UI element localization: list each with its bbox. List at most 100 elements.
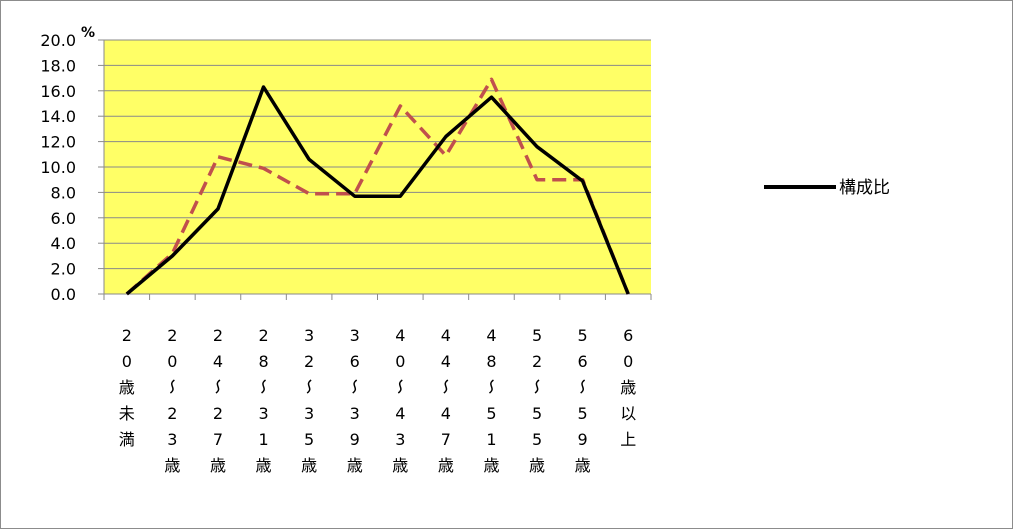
x-tick-char: 6 xyxy=(578,352,588,371)
x-tick-char: 4 xyxy=(213,352,223,371)
x-tick-char: 歳 xyxy=(347,456,363,475)
x-tick-char: 4 xyxy=(441,326,451,345)
x-axis-ticks: 20歳未満2023歳2427歳2831歳3235歳3639歳4043歳4447歳… xyxy=(103,294,652,475)
series-lines xyxy=(125,77,630,296)
x-tick-char: 3 xyxy=(395,430,405,449)
x-tick-char: 上 xyxy=(620,430,636,449)
x-tick-char: 8 xyxy=(258,352,268,371)
x-tick-char: 3 xyxy=(304,326,314,345)
wave-dash-glyph xyxy=(352,379,358,394)
x-tick-char: 歳 xyxy=(620,378,636,397)
legend-label-0: 構成比 xyxy=(839,178,890,198)
series-line-1 xyxy=(125,77,630,296)
wave-dash-glyph xyxy=(306,379,312,394)
x-tick-char: 3 xyxy=(350,326,360,345)
x-tick-char: 2 xyxy=(213,326,223,345)
x-tick-char: 1 xyxy=(258,430,268,449)
gridlines xyxy=(104,39,651,270)
x-tick-char: 歳 xyxy=(575,456,591,475)
y-tick-label: 4.0 xyxy=(51,234,76,253)
x-tick-char: 以 xyxy=(620,404,636,423)
x-tick-label: 6 0 歳以上 xyxy=(620,326,636,449)
x-tick-char: 3 xyxy=(167,430,177,449)
x-tick-char: 4 xyxy=(441,404,451,423)
x-tick-char: 0 xyxy=(395,352,405,371)
x-tick-char: 6 xyxy=(623,326,633,345)
x-tick-char: 5 xyxy=(304,430,314,449)
x-tick-char: 歳 xyxy=(164,456,180,475)
x-tick-char: 4 xyxy=(441,352,451,371)
x-tick-char: 0 xyxy=(623,352,633,371)
y-tick-label: 20.0 xyxy=(40,31,76,50)
wave-dash-glyph xyxy=(534,379,540,394)
x-tick-char: 5 xyxy=(532,326,542,345)
x-tick-char: 歳 xyxy=(256,456,272,475)
x-tick-char: 歳 xyxy=(438,456,454,475)
x-tick-char: 2 xyxy=(304,352,314,371)
wave-dash-glyph xyxy=(443,379,449,394)
x-tick-char: 2 xyxy=(122,326,132,345)
x-tick-label: 3 2 3 5 歳 xyxy=(301,326,317,475)
y-tick-label: 0.0 xyxy=(51,285,76,304)
x-tick-label: 2 8 3 1 歳 xyxy=(256,326,272,475)
x-tick-char: 5 xyxy=(486,404,496,423)
y-tick-label: 8.0 xyxy=(51,183,76,202)
y-axis-unit-label: % xyxy=(81,25,95,41)
x-tick-char: 8 xyxy=(486,352,496,371)
x-tick-char: 5 xyxy=(578,326,588,345)
x-tick-char: 1 xyxy=(486,430,496,449)
x-tick-char: 3 xyxy=(350,404,360,423)
x-tick-char: 未 xyxy=(119,404,135,423)
x-tick-char: 歳 xyxy=(301,456,317,475)
y-tick-label: 10.0 xyxy=(40,158,76,177)
x-tick-label: 3 6 3 9 歳 xyxy=(347,326,363,475)
wave-dash-glyph xyxy=(580,379,586,394)
x-tick-char: 2 xyxy=(532,352,542,371)
wave-dash-glyph xyxy=(169,379,175,394)
x-tick-char: 2 xyxy=(167,326,177,345)
wave-dash-glyph xyxy=(261,379,267,394)
x-tick-char: 歳 xyxy=(483,456,499,475)
x-tick-char: 0 xyxy=(167,352,177,371)
x-tick-char: 9 xyxy=(350,430,360,449)
y-tick-label: 18.0 xyxy=(40,56,76,75)
series-line-0 xyxy=(125,85,630,296)
x-tick-char: 2 xyxy=(213,404,223,423)
x-tick-char: 9 xyxy=(578,430,588,449)
x-tick-char: 3 xyxy=(304,404,314,423)
x-tick-char: 歳 xyxy=(119,378,135,397)
x-tick-char: 歳 xyxy=(210,456,226,475)
x-tick-label: 5 6 5 9 歳 xyxy=(575,326,591,475)
x-tick-char: 歳 xyxy=(529,456,545,475)
x-tick-char: 5 xyxy=(532,430,542,449)
x-tick-label: 2 0 歳未満 xyxy=(119,326,135,449)
x-tick-char: 2 xyxy=(258,326,268,345)
legend: 構成比 xyxy=(764,178,890,198)
y-axis-ticks: 0.0 2.0 4.0 6.0 8.0 10.0 12.0 14.0 16.0 18.0 20.0 xyxy=(40,31,104,304)
x-tick-char: 2 xyxy=(167,404,177,423)
wave-dash-glyph xyxy=(488,379,494,394)
x-tick-label: 4 0 4 3 歳 xyxy=(392,326,408,475)
y-tick-label: 16.0 xyxy=(40,82,76,101)
x-tick-label: 4 8 5 1 歳 xyxy=(483,326,499,475)
x-tick-label: 5 2 5 5 歳 xyxy=(529,326,545,475)
y-tick-label: 12.0 xyxy=(40,133,76,152)
x-tick-char: 7 xyxy=(213,430,223,449)
y-tick-label: 2.0 xyxy=(51,260,76,279)
x-tick-char: 5 xyxy=(578,404,588,423)
x-tick-char: 6 xyxy=(350,352,360,371)
wave-dash-glyph xyxy=(397,379,403,394)
x-tick-char: 満 xyxy=(119,430,135,449)
x-tick-char: 4 xyxy=(395,326,405,345)
x-tick-char: 7 xyxy=(441,430,451,449)
x-tick-char: 歳 xyxy=(392,456,408,475)
x-tick-char: 4 xyxy=(486,326,496,345)
y-tick-label: 6.0 xyxy=(51,209,76,228)
x-tick-label: 2 0 2 3 歳 xyxy=(164,326,180,475)
x-tick-char: 5 xyxy=(532,404,542,423)
x-tick-char: 3 xyxy=(258,404,268,423)
x-tick-label: 4 4 4 7 歳 xyxy=(438,326,454,475)
x-tick-char: 0 xyxy=(122,352,132,371)
